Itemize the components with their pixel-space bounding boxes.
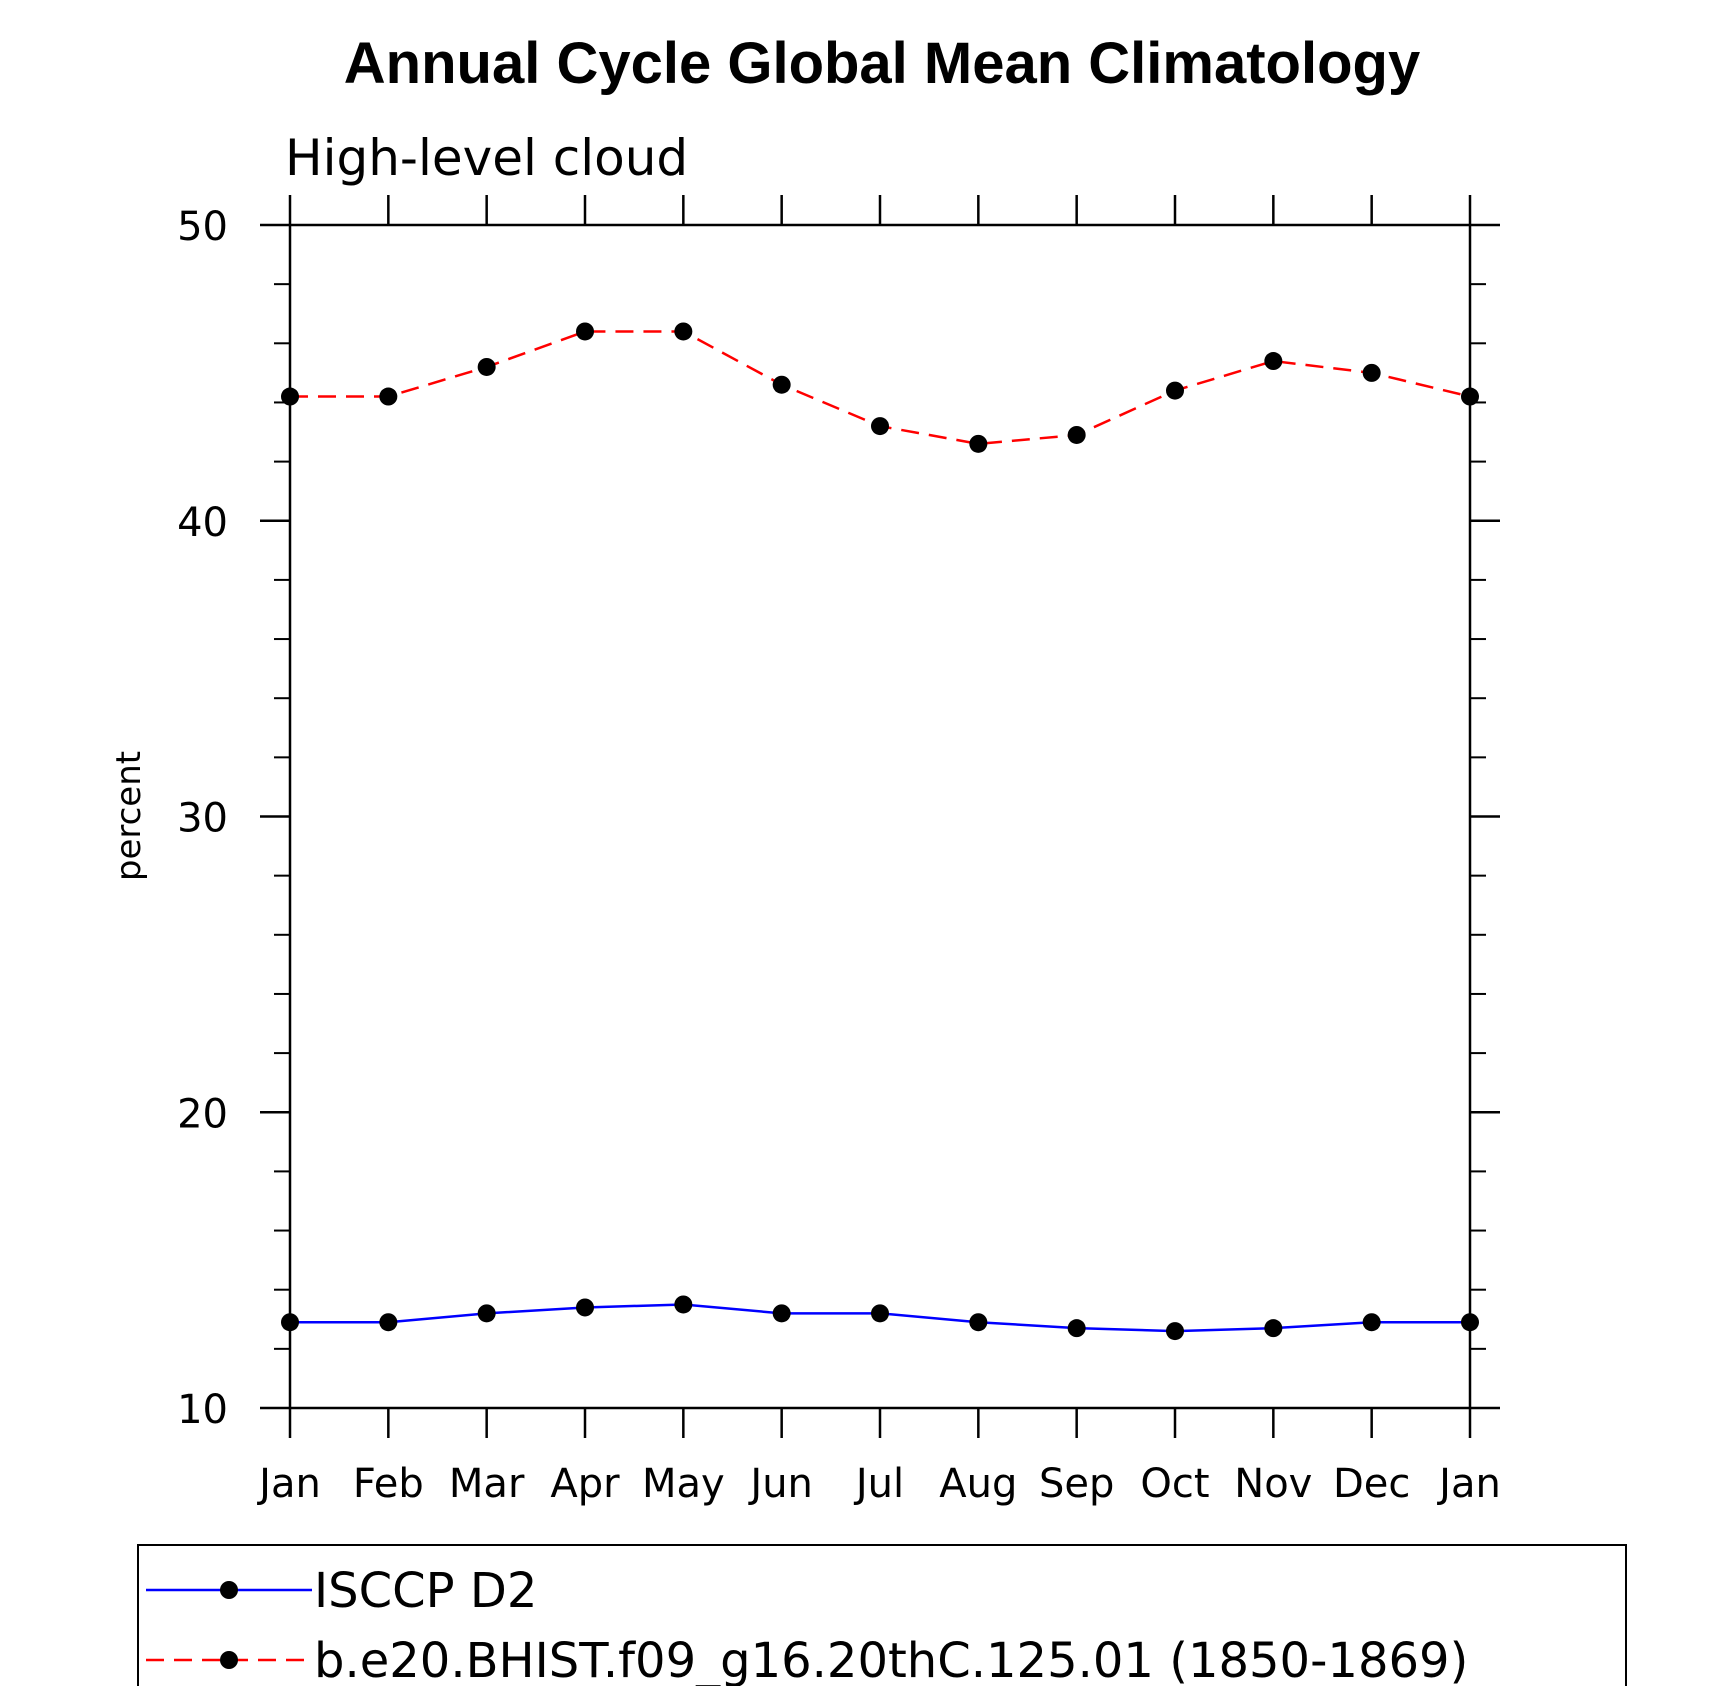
data-point — [871, 1304, 889, 1323]
data-point — [1362, 1313, 1381, 1332]
x-tick-label: Apr — [550, 1461, 620, 1507]
y-tick-label: 50 — [177, 204, 228, 250]
series-1 — [281, 1295, 1479, 1341]
plot-frame — [288, 223, 1472, 1410]
x-tick-label: Nov — [1234, 1461, 1312, 1507]
legend: ISCCP D2 b.e20.BHIST.f09_g16.20thC.125.01… — [146, 1563, 1468, 1686]
chart-subtitle: High-level cloud — [285, 129, 688, 187]
legend-marker — [220, 1581, 238, 1599]
data-point — [379, 1313, 398, 1332]
series-2 — [281, 322, 1479, 453]
legend-label: b.e20.BHIST.f09_g16.20thC.125.01 (1850-1… — [314, 1633, 1468, 1686]
axis-ticks — [260, 195, 1500, 1438]
y-tick-label: 30 — [177, 796, 228, 842]
x-tick-labels: Jan Feb Mar Apr May Jun Jul Aug Sep Oct Nov Dec Jan — [256, 1461, 1501, 1507]
data-point — [772, 375, 791, 394]
data-point — [674, 322, 693, 341]
data-point — [379, 387, 398, 406]
data-point — [1461, 1313, 1479, 1332]
data-point — [1166, 1322, 1184, 1341]
data-point — [772, 1304, 791, 1323]
data-point — [1264, 1319, 1283, 1338]
data-point — [281, 1313, 299, 1332]
y-tick-label: 40 — [177, 500, 228, 546]
data-point — [1067, 425, 1086, 444]
data-point — [871, 417, 889, 436]
data-point — [477, 357, 496, 376]
x-tick-label: Mar — [449, 1461, 525, 1507]
x-tick-label: Jul — [853, 1461, 904, 1507]
legend-entry-2: b.e20.BHIST.f09_g16.20thC.125.01 (1850-1… — [146, 1633, 1468, 1686]
data-point — [576, 322, 594, 341]
legend-marker — [220, 1651, 238, 1669]
data-point — [477, 1304, 496, 1323]
legend-label: ISCCP D2 — [314, 1563, 537, 1619]
data-point — [576, 1298, 594, 1317]
data-point — [1362, 363, 1381, 382]
x-tick-label: Dec — [1333, 1461, 1410, 1507]
data-point — [674, 1295, 693, 1314]
x-tick-label: Jan — [256, 1461, 321, 1507]
legend-box — [137, 1544, 1627, 1686]
x-tick-label: May — [642, 1461, 725, 1507]
y-tick-labels: 10 20 30 40 50 — [177, 204, 228, 1433]
legend-entry-1: ISCCP D2 — [146, 1563, 537, 1619]
chart-title: Annual Cycle Global Mean Climatology — [344, 31, 1420, 96]
data-point — [1166, 381, 1184, 400]
x-tick-label: Jun — [747, 1461, 813, 1507]
data-point — [1264, 352, 1283, 371]
x-tick-label: Oct — [1140, 1461, 1209, 1507]
y-tick-label: 20 — [177, 1091, 228, 1137]
x-tick-label: Jan — [1436, 1461, 1501, 1507]
series-layer — [281, 322, 1479, 1341]
data-point — [969, 1313, 988, 1332]
y-axis-label: percent — [109, 751, 149, 881]
x-tick-label: Sep — [1039, 1461, 1114, 1507]
data-point — [1067, 1319, 1086, 1338]
data-point — [1461, 387, 1479, 406]
data-point — [969, 434, 988, 453]
x-tick-label: Aug — [939, 1461, 1017, 1507]
y-tick-label: 10 — [177, 1387, 228, 1433]
x-tick-label: Feb — [353, 1461, 424, 1507]
data-point — [281, 387, 299, 406]
